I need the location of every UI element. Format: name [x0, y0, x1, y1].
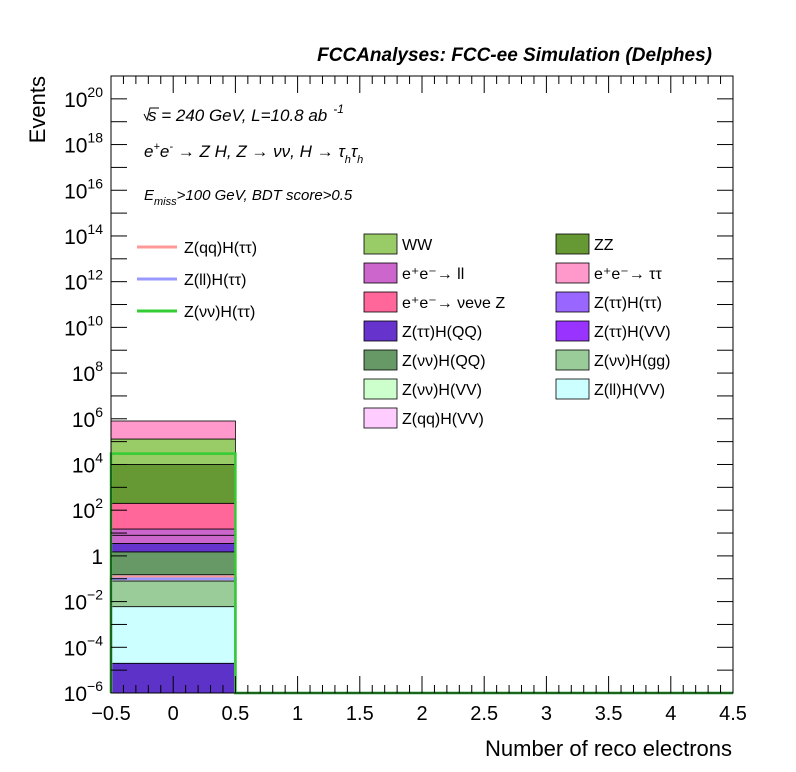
legend-label: Z(νν)H(VV) — [402, 382, 482, 399]
stack-bar — [110, 580, 236, 608]
legend-label: e⁺e⁻→ ll — [402, 266, 464, 283]
x-tick-label: 3.5 — [595, 703, 623, 725]
legend-box-swatch — [555, 262, 590, 284]
legend-label: Z(qq)H(ττ) — [184, 240, 257, 257]
legend-box-swatch — [555, 349, 590, 371]
x-tick-label: 2.5 — [470, 703, 498, 725]
x-tick-label: 4.5 — [719, 703, 747, 725]
svg-text:s = 240 GeV, L=10.8 ab-1: s = 240 GeV, L=10.8 ab -1 — [148, 102, 344, 125]
legend-box-swatch — [363, 320, 398, 342]
y-tick-label: 1014 — [64, 221, 103, 249]
stack-bar — [110, 606, 236, 664]
legend-box-swatch — [363, 407, 398, 429]
stack-bar — [110, 420, 236, 440]
legend-box-swatch — [363, 262, 398, 284]
x-axis-label: Number of reco electrons — [485, 736, 732, 761]
y-tick-label: 1012 — [64, 267, 103, 295]
legend-box-swatch — [555, 320, 590, 342]
x-tick-label: 2 — [416, 703, 427, 725]
legend-label: e⁺e⁻→ ττ — [594, 266, 662, 283]
stack-bar — [110, 438, 236, 465]
stack-bar — [110, 543, 236, 553]
stack-bar — [110, 551, 236, 576]
y-tick-label: 102 — [72, 495, 103, 523]
legend-label: Z(ll)H(ττ) — [184, 272, 246, 289]
y-tick-label: 106 — [72, 404, 103, 432]
x-tick-label: 0.5 — [221, 703, 249, 725]
legend-label: Z(ll)H(VV) — [594, 382, 665, 399]
energy-annotation: s = 240 GeV, L=10.8 ab -1 — [143, 102, 344, 125]
legend-label: Z(νν)H(gg) — [594, 353, 670, 370]
legend-label: Z(ττ)H(ττ) — [594, 295, 662, 312]
x-tick-label: 0 — [168, 703, 179, 725]
legend-box-swatch — [555, 291, 590, 313]
sqrt-symbol — [143, 107, 159, 122]
y-tick-label: 1 — [91, 546, 103, 569]
legend-label: ZZ — [594, 237, 614, 254]
stack-bands — [110, 420, 236, 694]
cut-annotation: Emiss>100 GeV, BDT score>0.5 — [144, 187, 353, 208]
y-tick-label: 1018 — [64, 130, 103, 158]
process-annotation: e+e- → Z H, Z → νν, H → τhτh — [144, 141, 363, 166]
legend-box-swatch — [555, 233, 590, 255]
y-tick-label: 1020 — [64, 84, 103, 112]
stack-bar — [110, 502, 236, 530]
stack-bar — [110, 464, 236, 504]
x-axis: −0.5 0 0.5 1 1.5 2 2.5 3 3.5 4 4.5 — [91, 76, 747, 725]
y-tick-label: 1016 — [64, 175, 103, 203]
chart-title: FCCAnalyses: FCC-ee Simulation (Delphes) — [317, 45, 712, 66]
legend-label: Z(ττ)H(VV) — [594, 324, 671, 341]
x-tick-label: −0.5 — [91, 703, 130, 725]
legend-box-swatch — [363, 378, 398, 400]
y-tick-label: 10−6 — [64, 678, 104, 706]
x-tick-label: 4 — [665, 703, 676, 725]
stack-bar — [110, 528, 236, 536]
stack-bar — [110, 534, 236, 544]
y-axis: 10−6 10−4 10−2 1 102 104 106 108 1010 1012 1014 101… — [64, 75, 733, 706]
legend-box-swatch — [555, 378, 590, 400]
x-tick-label: 1.5 — [346, 703, 374, 725]
legend-label: e⁺e⁻→ νeνe Z — [402, 295, 505, 312]
legend-box-swatch — [363, 291, 398, 313]
x-tick-label: 1 — [292, 703, 303, 725]
y-tick-label: 108 — [72, 358, 103, 386]
y-tick-label: 104 — [72, 449, 103, 477]
legend-label: Z(νν)H(QQ) — [402, 353, 486, 370]
legend: Z(qq)H(ττ) Z(ll)H(ττ) Z(νν)H(ττ) WW e⁺e⁻→ ll… — [137, 233, 671, 429]
x-tick-label: 3 — [541, 703, 552, 725]
y-tick-label: 1010 — [64, 312, 103, 340]
y-tick-label: 10−2 — [64, 587, 104, 615]
legend-box-swatch — [363, 349, 398, 371]
legend-label: Z(qq)H(VV) — [402, 411, 484, 428]
legend-box-swatch — [363, 233, 398, 255]
legend-label: Z(ττ)H(QQ) — [402, 324, 482, 341]
y-tick-label: 10−4 — [64, 632, 104, 660]
y-axis-label: Events — [25, 76, 50, 143]
legend-label: Z(νν)H(ττ) — [184, 304, 255, 321]
legend-label: WW — [402, 237, 433, 254]
